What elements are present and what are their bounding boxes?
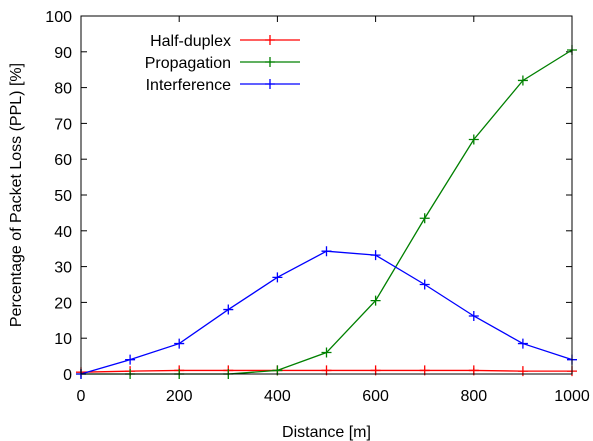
data-point	[468, 134, 479, 145]
data-point	[468, 311, 479, 322]
data-point	[125, 354, 136, 365]
data-point	[321, 347, 332, 358]
plot-frame	[80, 15, 573, 375]
x-tick-label: 200	[166, 388, 193, 405]
legend-marker	[265, 57, 275, 67]
data-point	[419, 213, 430, 224]
y-tick-label: 100	[45, 9, 72, 26]
data-point	[370, 250, 381, 261]
legend-item-interference: Interference	[146, 77, 300, 94]
legend-marker	[265, 35, 275, 45]
x-axis-label: Distance [m]	[282, 424, 371, 441]
series-half-duplex	[76, 365, 577, 378]
x-tick-label: 0	[77, 388, 86, 405]
legend-label: Interference	[146, 77, 231, 94]
data-point	[174, 338, 185, 349]
y-axis-label: Percentage of Packet Loss (PPL) [%]	[8, 63, 25, 327]
data-point	[272, 272, 283, 283]
y-tick-label: 60	[54, 152, 72, 169]
legend-item-half-duplex: Half-duplex	[150, 33, 300, 50]
y-tick-label: 50	[54, 188, 72, 205]
y-tick-label: 10	[54, 331, 72, 348]
y-tick-label: 40	[54, 224, 72, 241]
legend-label: Propagation	[145, 55, 231, 72]
axis-ticks: 0 200 400 600 800 1000 0 10 20 30 40 50 60 70 80 90 100	[45, 9, 590, 405]
data-point	[370, 295, 381, 306]
y-tick-label: 70	[54, 116, 72, 133]
x-tick-label: 800	[460, 388, 487, 405]
y-tick-label: 0	[63, 367, 72, 384]
series-line	[81, 49, 573, 375]
series-lines	[76, 45, 577, 379]
data-point	[517, 338, 528, 349]
y-tick-label: 90	[54, 45, 72, 62]
series-interference	[76, 246, 577, 379]
series-propagation	[76, 45, 577, 379]
data-point	[321, 246, 332, 257]
data-point	[517, 75, 528, 86]
x-tick-label: 1000	[554, 388, 590, 405]
legend-label: Half-duplex	[150, 33, 231, 50]
legend-item-propagation: Propagation	[145, 55, 300, 72]
x-tick-label: 600	[362, 388, 389, 405]
data-point	[419, 279, 430, 290]
data-point	[517, 366, 528, 377]
y-tick-label: 80	[54, 81, 72, 98]
y-tick-label: 20	[54, 295, 72, 312]
legend-marker	[265, 79, 275, 89]
y-tick-label: 30	[54, 260, 72, 277]
data-point	[223, 304, 234, 315]
legend: Half-duplex Propagation Interference	[145, 33, 300, 94]
x-tick-label: 400	[264, 388, 291, 405]
